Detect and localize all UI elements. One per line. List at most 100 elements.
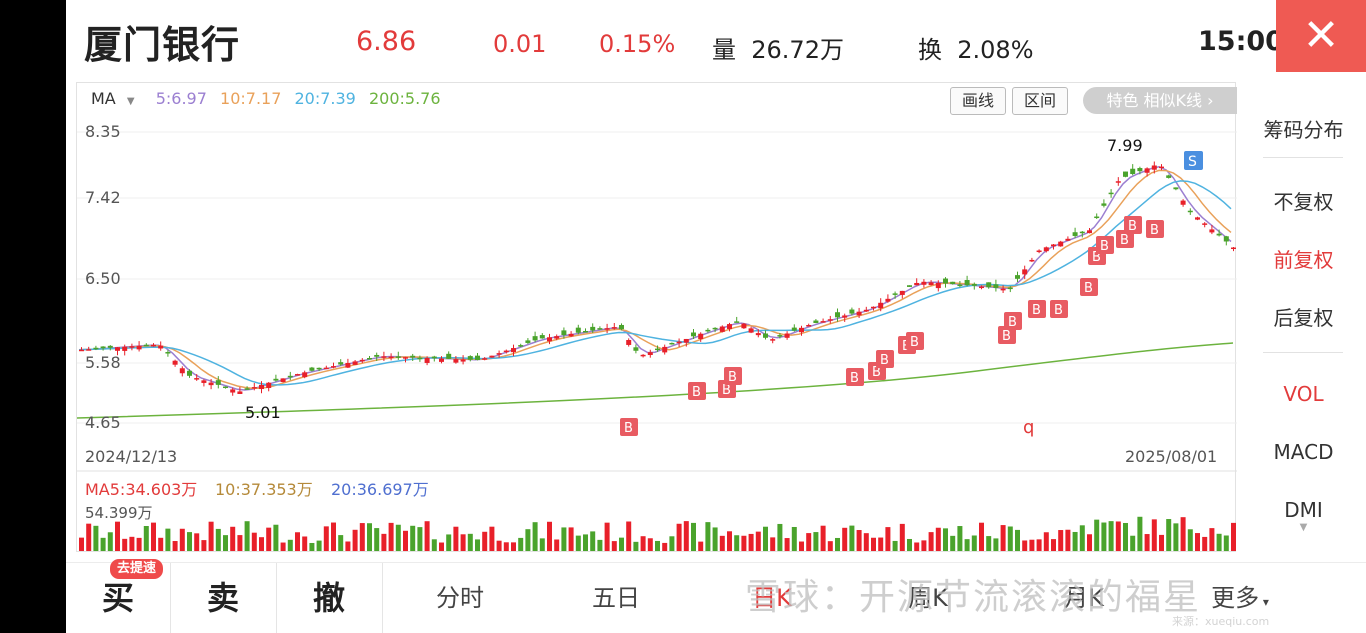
forward-adjust-button[interactable]: 前复权 bbox=[1273, 248, 1334, 272]
tab-more[interactable]: 更多 ▾ bbox=[1162, 563, 1318, 633]
candle bbox=[1137, 168, 1143, 172]
candle bbox=[691, 332, 696, 337]
chevron-down-icon: ▼ bbox=[123, 96, 135, 107]
volume-bar bbox=[1209, 528, 1215, 551]
cancel-order-button[interactable]: 撤 bbox=[312, 579, 345, 617]
candle bbox=[295, 374, 300, 376]
candle bbox=[604, 328, 610, 330]
candle bbox=[863, 309, 869, 312]
volume-bar bbox=[1007, 526, 1013, 551]
candle bbox=[1065, 238, 1071, 241]
volume-bar bbox=[136, 537, 142, 551]
buy-marker bbox=[1116, 230, 1134, 248]
volume-bar bbox=[1101, 522, 1107, 551]
volume-bar bbox=[1108, 521, 1114, 551]
candle bbox=[899, 290, 905, 295]
sell-button[interactable]: 卖 bbox=[206, 579, 239, 617]
candle bbox=[1130, 168, 1136, 174]
candle bbox=[914, 282, 920, 286]
volume-bar bbox=[158, 537, 164, 551]
candle bbox=[1209, 229, 1215, 233]
volume-bar bbox=[1151, 519, 1157, 551]
speedup-badge[interactable]: 去提速 bbox=[110, 559, 164, 579]
tab-weekly-k[interactable]: 周K bbox=[908, 584, 948, 612]
kline-chart-panel[interactable]: MA ▼ 5:6.97 10:7.17 20:7.39 200:5.76 画线 … bbox=[76, 82, 1237, 552]
candle bbox=[611, 327, 617, 329]
volume-bar bbox=[439, 542, 444, 551]
candle bbox=[367, 358, 372, 360]
volume-bar bbox=[878, 537, 884, 551]
volume-bar bbox=[316, 540, 322, 551]
candle bbox=[518, 345, 524, 347]
ma-legend: MA ▼ 5:6.97 10:7.17 20:7.39 200:5.76 bbox=[91, 89, 449, 108]
buy-marker-label: B bbox=[1092, 250, 1101, 265]
candle bbox=[835, 312, 840, 318]
volume-bar bbox=[676, 523, 682, 551]
candle bbox=[511, 348, 516, 353]
volume-bar bbox=[223, 535, 228, 551]
buy-marker bbox=[906, 332, 924, 350]
buy-button[interactable]: 买去提速 bbox=[66, 559, 170, 633]
candle bbox=[100, 346, 106, 349]
candle bbox=[1223, 236, 1229, 242]
volume-bar bbox=[763, 526, 768, 551]
candle bbox=[539, 335, 545, 339]
volume-bar bbox=[367, 523, 372, 551]
candle bbox=[482, 358, 488, 360]
volume-bar bbox=[79, 537, 84, 551]
watermark-text: 雪球：开源节流滚滚的福星 bbox=[745, 577, 1202, 618]
vol-indicator-button[interactable]: VOL bbox=[1283, 382, 1324, 406]
no-adjust-button[interactable]: 不复权 bbox=[1273, 190, 1334, 214]
candle bbox=[79, 349, 84, 352]
volume-bar bbox=[115, 521, 120, 551]
macd-indicator-button[interactable]: MACD bbox=[1273, 440, 1334, 464]
draw-line-button[interactable]: 画线 bbox=[950, 87, 1006, 115]
candle bbox=[950, 281, 956, 285]
similar-kline-button[interactable]: 特色 相似K线 › bbox=[1083, 87, 1237, 114]
volume-bar bbox=[705, 522, 711, 551]
candle bbox=[640, 354, 646, 357]
volume-bar bbox=[431, 539, 437, 551]
candle bbox=[979, 286, 984, 289]
y-tick-label: 5.58 bbox=[85, 353, 121, 372]
volume-bar bbox=[453, 526, 459, 551]
candle bbox=[1216, 233, 1222, 236]
volume-bar bbox=[424, 521, 430, 551]
volume-bar bbox=[489, 526, 495, 551]
chip-distribution-button[interactable]: 筹码分布 bbox=[1263, 118, 1344, 142]
volume-bar bbox=[1159, 534, 1164, 551]
volume-bar bbox=[849, 525, 855, 551]
candle bbox=[158, 345, 164, 349]
chevron-down-icon[interactable]: ▼ bbox=[1299, 522, 1308, 533]
candle bbox=[1043, 247, 1049, 252]
backward-adjust-button[interactable]: 后复权 bbox=[1273, 306, 1334, 330]
volume-bar bbox=[1195, 533, 1200, 551]
range-button[interactable]: 区间 bbox=[1012, 87, 1068, 115]
candles bbox=[79, 161, 1236, 396]
volume-bar bbox=[323, 526, 329, 551]
y-tick-label: 6.50 bbox=[85, 269, 121, 288]
ma-line bbox=[78, 180, 1232, 386]
candle bbox=[1079, 231, 1085, 234]
volume-bar bbox=[899, 523, 905, 551]
dmi-indicator-button[interactable]: DMI bbox=[1284, 498, 1323, 522]
candle bbox=[683, 338, 689, 343]
candle bbox=[662, 346, 668, 353]
indicator-selector[interactable]: MA ▼ bbox=[91, 89, 143, 108]
tab-daily-k[interactable]: 日K bbox=[752, 584, 792, 612]
candle bbox=[187, 370, 192, 376]
tab-intraday[interactable]: 分时 bbox=[436, 584, 484, 612]
tab-monthly-k[interactable]: 月K bbox=[1064, 584, 1104, 612]
close-button[interactable]: ✕ bbox=[1276, 0, 1366, 72]
buy-marker bbox=[1124, 216, 1142, 234]
buy-marker-label: B bbox=[728, 370, 737, 385]
buy-marker-label: B bbox=[910, 335, 919, 350]
volume-bar bbox=[647, 538, 653, 551]
right-panel: 筹码分布 不复权 前复权 后复权 VOL MACD DMI ▼ bbox=[1241, 82, 1366, 552]
volume-bar bbox=[979, 522, 984, 551]
candle bbox=[1036, 250, 1042, 253]
tab-five-day[interactable]: 五日 bbox=[592, 584, 640, 612]
candle bbox=[1029, 259, 1035, 262]
buy-label: 买 bbox=[101, 579, 134, 617]
volume-bar bbox=[374, 528, 380, 551]
